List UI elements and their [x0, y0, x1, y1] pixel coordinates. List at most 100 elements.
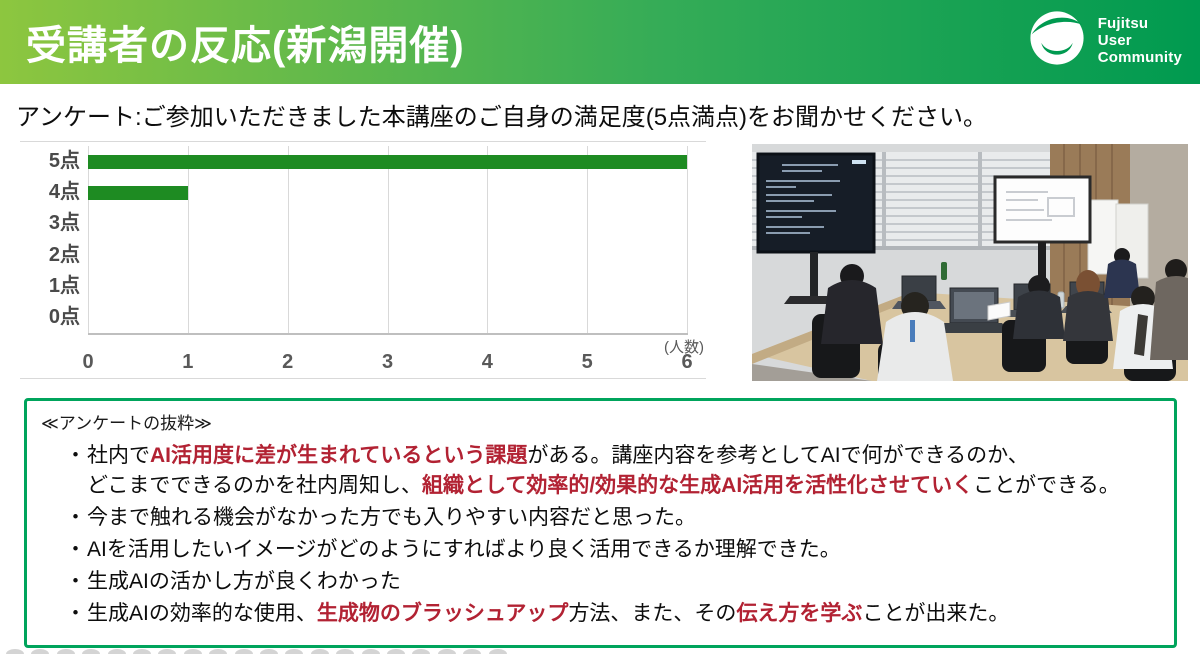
cutoff-dot — [31, 649, 50, 654]
person — [1063, 270, 1113, 341]
logo-line-1: Fujitsu — [1097, 15, 1149, 32]
person — [1104, 248, 1140, 298]
bullet-marker: ・ — [65, 444, 86, 467]
cutoff-dot — [412, 649, 431, 654]
excerpt-bullet-item: ・生成AIの活かし方が良くわかった — [65, 567, 1155, 597]
chart-gridline — [587, 146, 589, 333]
plain-text: AIを活用したいイメージがどのようにすればより良く活用できるか理解できた。 — [87, 538, 841, 561]
chart-x-axis-line — [88, 333, 688, 335]
cutoff-dot — [209, 649, 228, 654]
bullet-marker: ・ — [65, 506, 86, 529]
plain-text: 方法、また、その — [568, 602, 737, 625]
fujitsu-user-community-logo: Fujitsu User Community — [1028, 9, 1182, 72]
bullet-text: 社内でAI活用度に差が生まれているという課題がある。講座内容を参考としてAIで何… — [87, 441, 1155, 501]
excerpt-bullet-item: ・社内でAI活用度に差が生まれているという課題がある。講座内容を参考としてAIで… — [65, 441, 1155, 501]
bullet-text: 今まで触れる機会がなかった方でも入りやすい内容だと思った。 — [87, 503, 1155, 533]
logo-line-2: User — [1097, 32, 1132, 49]
emphasized-red-text: 生成物のブラッシュアップ — [316, 602, 569, 625]
person — [1150, 259, 1188, 360]
chart-tick-label: 4 — [481, 351, 493, 373]
plain-text: 生成AIの効率的な使用、 — [87, 602, 317, 625]
chart-tick-label: 5 — [581, 351, 593, 373]
cutoff-dot — [82, 649, 101, 654]
cutoff-dot — [285, 649, 304, 654]
chart-category-label: 3点 — [48, 212, 80, 235]
plain-text: どこまでできるのかを社内周知し、 — [87, 474, 422, 497]
header-band: 受講者の反応(新潟開催) Fujitsu User Community — [0, 0, 1200, 84]
chart-tick-label: 0 — [82, 351, 94, 373]
chart-category-label: 1点 — [48, 274, 80, 297]
cutoff-dot — [361, 649, 380, 654]
chart-gridline — [387, 146, 389, 333]
satisfaction-bar-chart: 5点 4点 3点 2点 1点 0点 0 1 2 3 4 5 6 (人数) — [20, 141, 706, 379]
cutoff-dot — [183, 649, 202, 654]
seminar-room-photo — [752, 144, 1188, 381]
chart-category-label: 0点 — [48, 305, 80, 328]
logo-line-3: Community — [1097, 49, 1182, 66]
bullet-marker: ・ — [65, 538, 86, 561]
emphasized-red-text: 組織として効率的/効果的な生成AI活用を活性化させていく — [421, 474, 974, 497]
cutoff-dot — [56, 649, 75, 654]
cutoff-dot — [234, 649, 253, 654]
plain-text: ことが出来た。 — [862, 602, 1010, 625]
bullet-text: 生成AIの活かし方が良くわかった — [87, 567, 1155, 597]
person — [1013, 275, 1065, 339]
excerpt-bullet-item: ・今まで触れる機会がなかった方でも入りやすい内容だと思った。 — [65, 503, 1155, 533]
chart-category-label: 5点 — [48, 150, 80, 172]
emphasized-red-text: AI活用度に差が生まれているという課題 — [150, 444, 528, 467]
chart-category-label: 2点 — [48, 243, 80, 266]
classroom-photo-illustration — [752, 144, 1188, 381]
plain-text: 今まで触れる機会がなかった方でも入りやすい内容だと思った。 — [87, 506, 696, 529]
dark-presentation-screen — [756, 152, 876, 304]
plain-text: 社内で — [87, 444, 150, 467]
bullet-marker: ・ — [65, 602, 86, 625]
community-logo-icon — [1028, 9, 1086, 72]
emphasized-red-text: 伝え方を学ぶ — [736, 602, 863, 625]
excerpt-bullet-list: ・社内でAI活用度に差が生まれているという課題がある。講座内容を参考としてAIで… — [65, 441, 1155, 631]
cutoff-dot — [107, 649, 126, 654]
cutoff-dot — [437, 649, 456, 654]
plain-text: ことができる。 — [973, 474, 1120, 497]
chart-gridline — [487, 146, 489, 333]
cutoff-dot — [387, 649, 405, 654]
excerpt-box-title: ≪アンケートの抜粋≫ — [41, 414, 212, 433]
bullet-text: AIを活用したいイメージがどのようにすればより良く活用できるか理解できた。 — [87, 535, 1155, 565]
green-bottle — [941, 262, 947, 280]
page-title: 受講者の反応(新潟開催) — [26, 24, 465, 68]
cutoff-dot — [133, 649, 151, 654]
chart-category-label: 4点 — [48, 181, 80, 204]
attendees — [821, 248, 1188, 381]
chart-gridline — [187, 146, 189, 333]
chart-tick-label: 6 — [681, 351, 693, 373]
cutoff-dot — [336, 649, 355, 654]
chart-gridline — [287, 146, 289, 333]
white-presentation-screen — [993, 175, 1092, 303]
excerpt-bullet-item: ・ AIを活用したいイメージがどのようにすればより良く活用できるか理解できた。 — [65, 535, 1155, 565]
person — [821, 264, 883, 344]
name-card — [987, 301, 1011, 321]
chart-tick-label: 1 — [182, 351, 194, 373]
chart-bar — [88, 154, 687, 169]
cutoff-dot — [488, 649, 507, 654]
survey-question-text: アンケート:ご参加いただきました本講座のご自身の満足度(5点満点)をお聞かせくだ… — [16, 104, 988, 131]
plain-text: 生成AIの活かし方が良くわかった — [87, 570, 401, 593]
bottom-edge-cutoff-shapes — [0, 648, 520, 654]
chart-x-axis-unit-label: (人数) — [664, 339, 704, 356]
chart-gridline — [687, 146, 688, 333]
bullet-marker: ・ — [65, 570, 86, 593]
bullet-text: 生成AIの効率的な使用、生成物のブラッシュアップ方法、また、その伝え方を学ぶこと… — [87, 599, 1155, 629]
chart-tick-label: 2 — [282, 351, 294, 373]
cutoff-dot — [158, 649, 177, 654]
survey-excerpt-box: ≪アンケートの抜粋≫ ・社内でAI活用度に差が生まれているという課題がある。講座… — [24, 398, 1177, 648]
cutoff-dot — [463, 649, 482, 654]
plain-text: がある。講座内容を参考としてAIで何ができるのか、 — [527, 444, 1029, 467]
chart-tick-label: 3 — [381, 351, 394, 373]
chart-plot-area — [88, 146, 688, 333]
cutoff-dot — [6, 649, 24, 654]
logo-wordmark: Fujitsu User Community — [1098, 15, 1182, 66]
chart-bar — [88, 185, 188, 200]
person — [877, 292, 953, 381]
chart-gridline — [88, 146, 89, 333]
cutoff-dot — [310, 649, 329, 654]
